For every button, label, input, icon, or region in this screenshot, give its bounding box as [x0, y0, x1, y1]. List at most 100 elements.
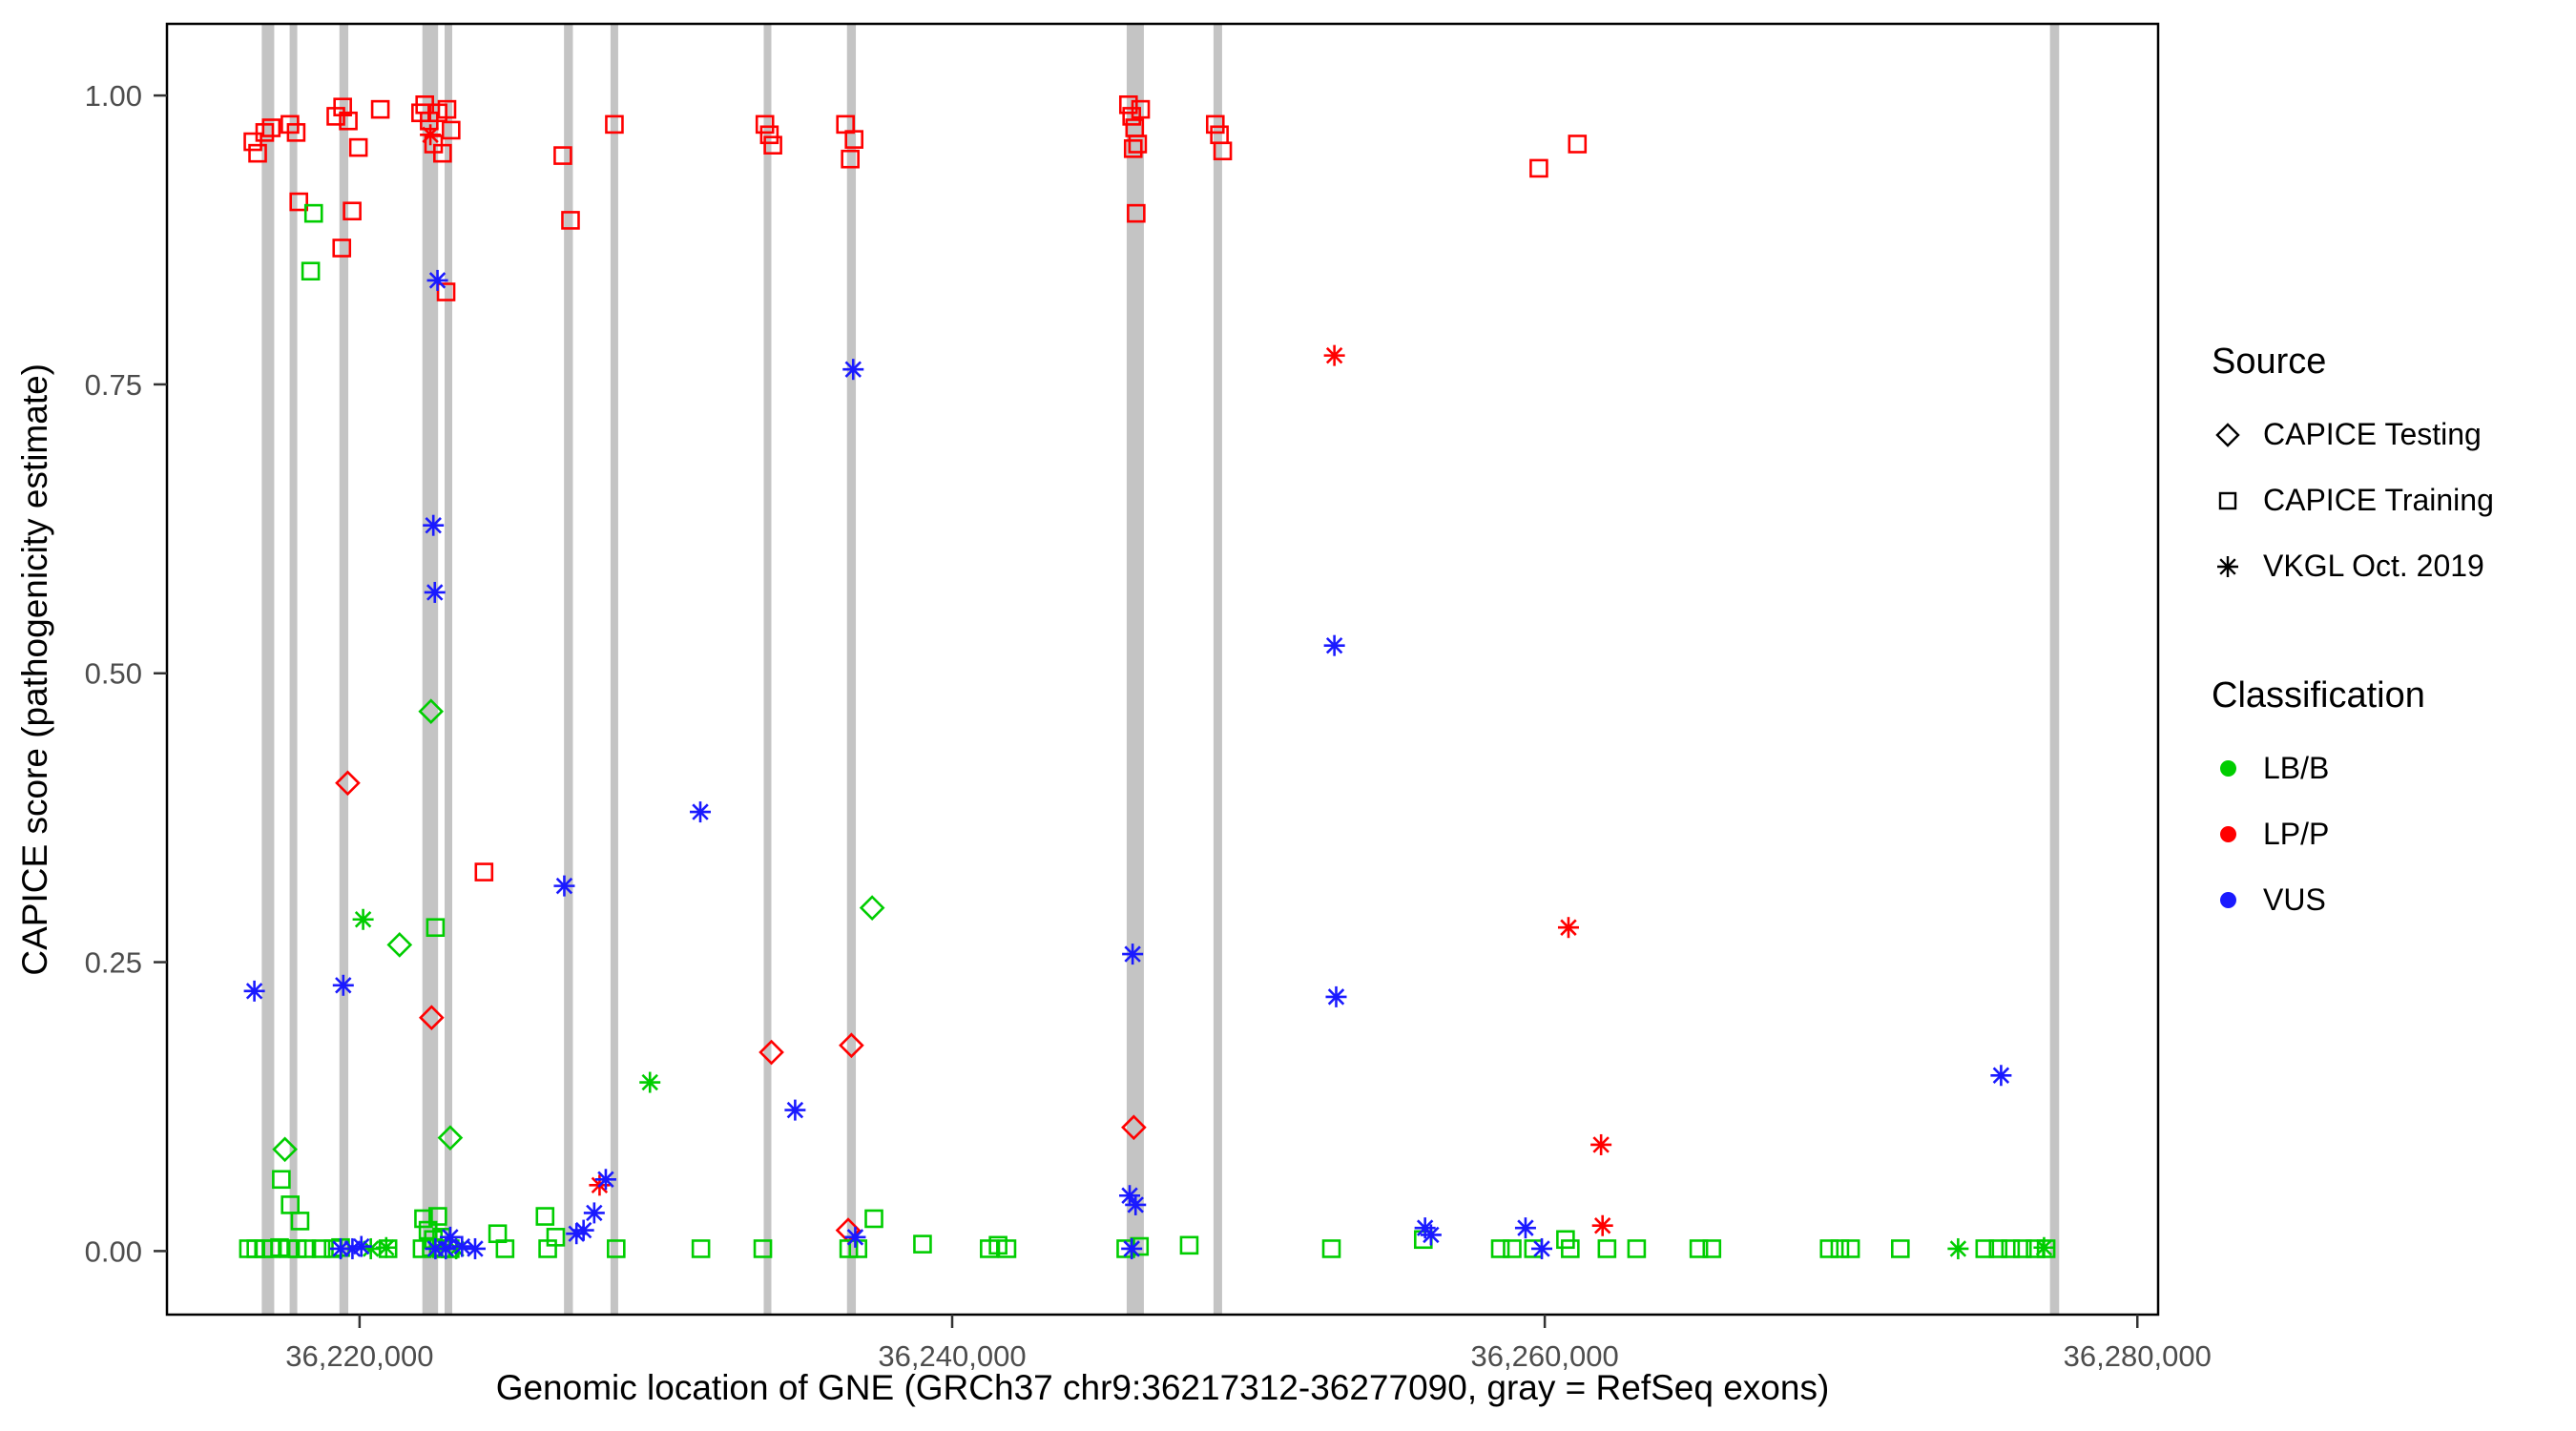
- lbb-dot-icon: [2219, 760, 2236, 777]
- y-tick-label: 0.25: [85, 946, 142, 980]
- data-point-asterisk: [1531, 1237, 1553, 1259]
- data-point-asterisk: [1514, 1217, 1536, 1239]
- asterisk-arm: [426, 584, 444, 601]
- lpp-dot-icon: [2219, 826, 2236, 842]
- data-point-square: [474, 862, 494, 881]
- asterisk-arm: [786, 1101, 804, 1119]
- legend-item-vus: VUS: [2212, 882, 2494, 918]
- legend-classification-title: Classification: [2212, 675, 2425, 716]
- data-point-asterisk: [553, 875, 575, 897]
- data-point-asterisk: [842, 359, 864, 381]
- data-point-square: [428, 1207, 447, 1226]
- data-point-square: [286, 123, 306, 142]
- data-point-square: [495, 1239, 515, 1258]
- data-point-asterisk: [1947, 1237, 1969, 1259]
- y-tick-label: 0.75: [85, 368, 142, 402]
- data-point-square: [1321, 1239, 1341, 1258]
- y-tick-label: 0.50: [85, 657, 142, 691]
- data-point-square: [1205, 114, 1225, 135]
- asterisk-arm: [425, 516, 442, 534]
- data-point-asterisk: [1122, 944, 1144, 965]
- data-point-square: [1830, 1239, 1850, 1258]
- data-point-asterisk: [566, 1223, 588, 1245]
- exon-bar: [444, 24, 452, 1315]
- data-point-square: [1891, 1239, 1910, 1258]
- asterisk-arm: [1127, 1196, 1144, 1213]
- data-point-asterisk: [1591, 1214, 1613, 1236]
- y-tick-label: 1.00: [85, 79, 142, 113]
- data-point-square: [561, 211, 580, 230]
- data-point-square: [287, 1239, 307, 1258]
- data-point-square: [841, 149, 860, 169]
- asterisk-arm: [1124, 945, 1141, 963]
- asterisk-arm: [844, 361, 862, 378]
- data-point-square: [2012, 1239, 2032, 1258]
- legend-item-label: VKGL Oct. 2019: [2263, 549, 2484, 583]
- asterisk-arm: [442, 1229, 459, 1246]
- data-point-square: [997, 1239, 1017, 1258]
- data-point-asterisk: [594, 1169, 616, 1191]
- data-point-square: [303, 203, 323, 223]
- exon-bar: [2049, 24, 2060, 1315]
- exon-bar: [339, 24, 349, 1315]
- data-point-square: [297, 1239, 317, 1258]
- exon-bar: [763, 24, 772, 1315]
- diamond-icon: [2215, 422, 2240, 447]
- data-point-square: [1568, 135, 1588, 154]
- asterisk-arm: [332, 1240, 349, 1257]
- data-point-square: [538, 1239, 557, 1258]
- data-point-asterisk: [1121, 1237, 1143, 1259]
- data-point-asterisk: [1323, 634, 1345, 656]
- data-point-square: [414, 1209, 433, 1229]
- vus-dot-wrap: [2212, 884, 2244, 917]
- data-point-square: [2001, 1239, 2021, 1258]
- data-point-square: [426, 918, 446, 938]
- data-point-square: [1529, 158, 1548, 178]
- asterisk-arm: [422, 126, 439, 144]
- exon-bar: [1126, 24, 1144, 1315]
- asterisk-arm: [1949, 1240, 1967, 1257]
- x-tick-label: 36,240,000: [878, 1339, 1026, 1373]
- data-point-square: [1503, 1239, 1522, 1258]
- data-point-asterisk: [1420, 1224, 1442, 1246]
- asterisk-arm: [692, 803, 709, 820]
- asterisk-arm: [597, 1171, 614, 1188]
- asterisk-arm: [353, 1237, 370, 1255]
- legend: Source CAPICE Testing CAPICE Training: [2212, 342, 2494, 948]
- data-point-square: [1702, 1239, 1722, 1258]
- asterisk-arm: [1533, 1240, 1550, 1257]
- data-point-square: [605, 114, 624, 135]
- data-point-square: [553, 146, 572, 165]
- data-point-asterisk: [350, 1235, 372, 1257]
- data-point-square: [343, 201, 362, 221]
- data-point-square: [311, 1239, 331, 1258]
- legend-item-lbb: LB/B: [2212, 751, 2494, 786]
- data-point-square: [1561, 1239, 1580, 1258]
- data-point-square: [844, 130, 864, 149]
- data-point-square: [759, 125, 779, 145]
- legend-item-label: LB/B: [2263, 751, 2330, 785]
- legend-group-source: Source CAPICE Testing CAPICE Training: [2212, 342, 2494, 584]
- asterisk-arm: [1992, 1067, 2010, 1084]
- legend-item-vkgl: VKGL Oct. 2019: [2212, 549, 2494, 584]
- legend-item-capice-training: CAPICE Training: [2212, 483, 2494, 518]
- asterisk-arm: [378, 1239, 395, 1256]
- asterisk-arm: [555, 877, 573, 895]
- legend-item-label: LP/P: [2263, 817, 2330, 851]
- data-point-square: [437, 99, 457, 119]
- data-point-square: [255, 123, 275, 142]
- exon-bar: [846, 24, 857, 1315]
- asterisk-arm: [354, 911, 372, 928]
- data-point-diamond: [418, 698, 445, 725]
- data-point-square: [1689, 1239, 1709, 1258]
- data-point-square: [755, 114, 775, 135]
- legend-item-label: VUS: [2263, 882, 2326, 917]
- data-point-asterisk: [572, 1219, 594, 1241]
- data-point-square: [301, 261, 321, 281]
- data-point-diamond: [335, 770, 361, 797]
- data-point-square: [339, 111, 358, 131]
- lbb-dot-wrap: [2212, 753, 2244, 785]
- data-point-asterisk: [583, 1202, 605, 1224]
- data-point-asterisk: [1557, 917, 1579, 939]
